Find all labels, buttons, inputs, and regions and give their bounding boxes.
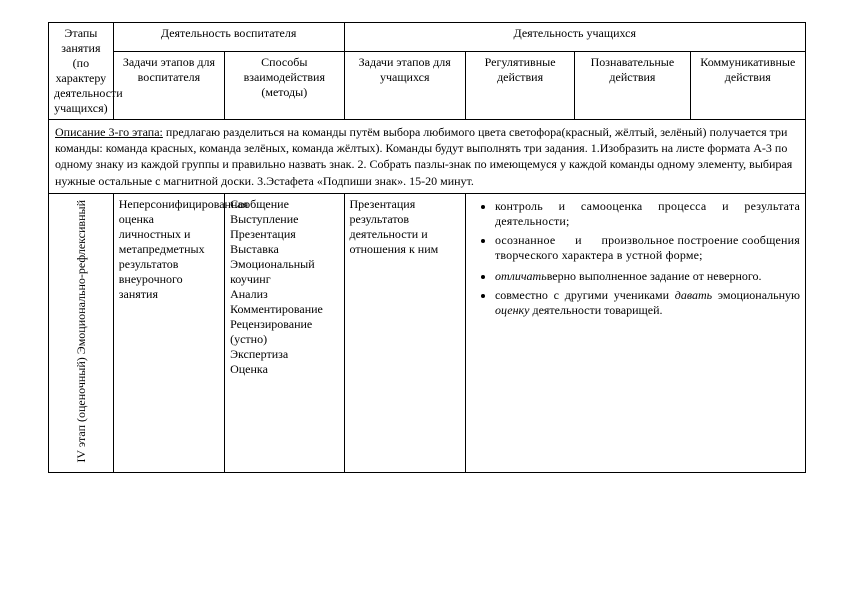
stage4-label-cell: IV этап (оценочный) Эмоционально-рефлекс… xyxy=(49,193,114,473)
header-student-activity: Деятельность учащихся xyxy=(344,23,806,52)
stage4-student-tasks: Презентация результатов деятельности и о… xyxy=(344,193,465,473)
stage3-description: Описание 3-го этапа: предлагаю разделить… xyxy=(49,120,806,194)
header-communicative: Коммуникативные действия xyxy=(690,51,805,119)
header-cognitive: Познавательные действия xyxy=(575,51,690,119)
header-regulatory: Регулятивные действия xyxy=(465,51,574,119)
stage4-label: IV этап (оценочный) Эмоционально-рефлекс… xyxy=(72,194,90,469)
actions-list-1: контроль и самооценка процесса и результ… xyxy=(471,199,800,263)
header-educator-activity: Деятельность воспитателя xyxy=(113,23,344,52)
action-item-3: отличатьверно выполненное задание от нев… xyxy=(495,269,800,284)
header-methods: Способы взаимодействия (методы) xyxy=(225,51,344,119)
lesson-plan-table: Этапы занятия (по характеру деятельности… xyxy=(48,22,806,473)
action-item-2: осознанное и произвольное построение соо… xyxy=(495,233,800,263)
action-item-4: совместно с другими учениками давать эмо… xyxy=(495,288,800,318)
header-stages: Этапы занятия (по характеру деятельности… xyxy=(49,23,114,120)
header-student-tasks: Задачи этапов для учащихся xyxy=(344,51,465,119)
stage3-text: предлагаю разделиться на команды путём в… xyxy=(55,125,792,188)
action-item-1: контроль и самооценка процесса и результ… xyxy=(495,199,800,229)
stage4-actions: контроль и самооценка процесса и результ… xyxy=(465,193,805,473)
actions-list-2: отличатьверно выполненное задание от нев… xyxy=(471,269,800,318)
stage3-label: Описание 3-го этапа: xyxy=(55,125,163,139)
header-educator-tasks: Задачи этапов для воспитателя xyxy=(113,51,224,119)
stage4-educator-tasks: Неперсонифицированная оценка личностных … xyxy=(113,193,224,473)
header-stages-line1: Этапы занятия xyxy=(61,26,100,55)
stage4-methods: Сообщение Выступление Презентация Выстав… xyxy=(225,193,344,473)
